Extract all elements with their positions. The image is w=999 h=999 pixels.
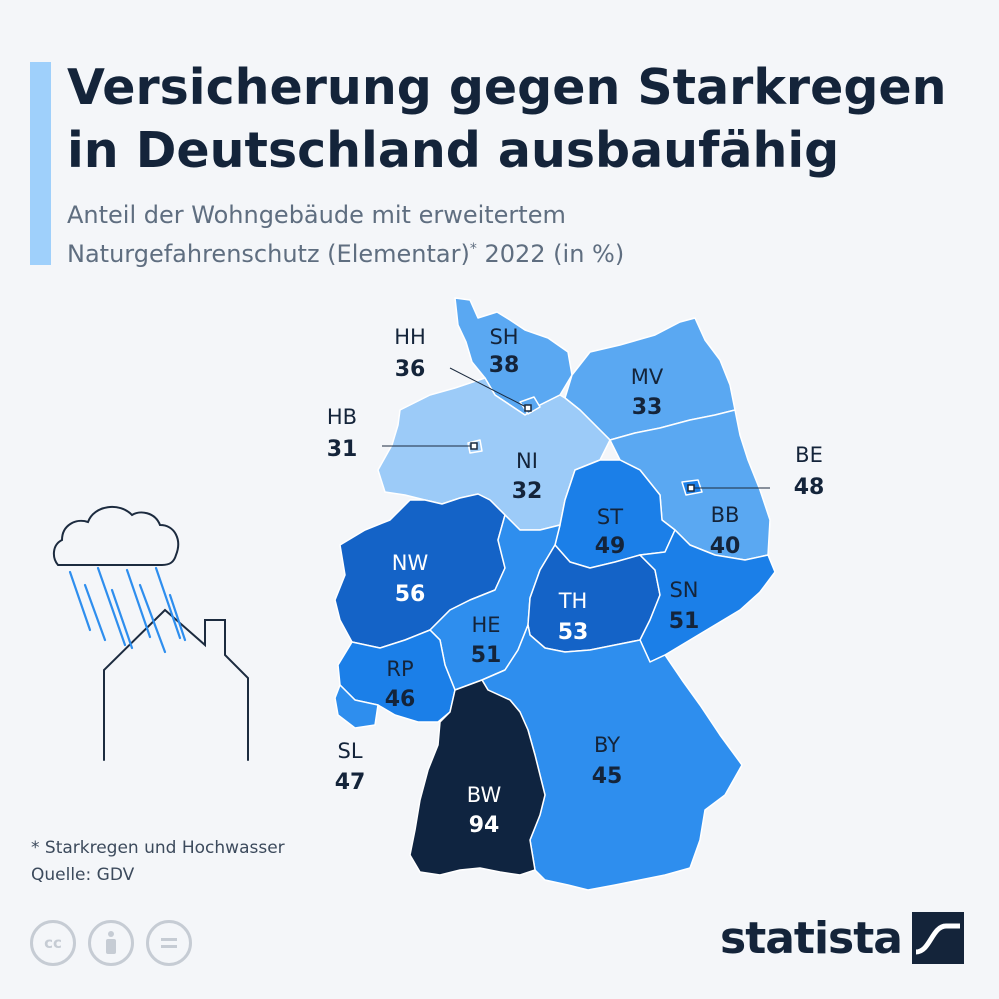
label-code-BY: BY [594,733,620,757]
label-value-BB: 40 [710,534,741,559]
label-code-BE: BE [795,443,823,467]
label-code-RP: RP [386,657,413,681]
label-value-BW: 94 [469,813,500,838]
label-code-NI: NI [516,449,538,473]
title-line-2: in Deutschland ausbaufähig [67,122,840,179]
footnote: * Starkregen und Hochwasser Quelle: GDV [31,835,285,889]
label-code-TH: TH [558,589,588,613]
label-value-SL: 47 [335,770,366,795]
cc-icon[interactable]: cc [30,920,76,966]
marker-hh [524,404,532,412]
statista-logo[interactable]: statista [720,912,964,964]
label-value-HB: 31 [327,437,358,462]
label-value-HE: 51 [471,643,502,668]
region-SL [334,684,379,729]
label-code-SN: SN [669,578,698,602]
label-value-NI: 32 [512,479,543,504]
label-value-RP: 46 [385,687,416,712]
brand-name: statista [720,912,903,964]
label-code-HB: HB [327,405,357,429]
rain-house-icon [52,506,249,761]
cloud-icon [52,506,180,566]
label-code-BW: BW [467,783,502,807]
subtitle-line-1: Anteil der Wohngebäude mit erweitertem [67,201,566,229]
label-value-HH: 36 [395,357,426,382]
label-code-SL: SL [337,739,362,763]
label-value-MV: 33 [632,395,663,420]
equals-icon[interactable] [146,920,192,966]
title-line-1: Versicherung gegen Starkregen [67,59,947,116]
cc-label: cc [44,934,62,952]
label-code-BB: BB [711,503,740,527]
label-code-HE: HE [471,613,500,637]
marker-be [687,484,695,492]
label-value-ST: 49 [595,534,626,559]
subtitle-line-2-end: 2022 (in %) [476,240,625,268]
subtitle: Anteil der Wohngebäude mit erweitertem N… [67,198,967,271]
rain-icon [68,566,187,654]
label-value-TH: 53 [558,620,589,645]
label-value-BE: 48 [794,475,825,500]
label-code-HH: HH [394,325,426,349]
region-SN [639,529,776,663]
statista-logo-icon [911,912,964,964]
label-code-ST: ST [597,505,623,529]
marker-hb [470,442,478,450]
equals-glyph [161,938,177,948]
label-code-MV: MV [631,365,664,389]
subtitle-footnote-mark: * [469,241,477,257]
label-value-SN: 51 [669,609,700,634]
leader-line-hh [449,367,529,409]
person-icon[interactable] [88,920,134,966]
label-value-SH: 38 [489,353,520,378]
label-code-NW: NW [392,551,429,575]
accent-bar [30,62,51,265]
person-glyph [106,931,116,954]
page-title: Versicherung gegen Starkregen in Deutsch… [67,56,987,182]
source: Quelle: GDV [31,865,135,885]
house-icon [103,608,249,761]
label-value-NW: 56 [395,582,426,607]
license-icons: cc [30,920,192,966]
footnote-note: * Starkregen und Hochwasser [31,838,285,858]
label-code-SH: SH [489,325,518,349]
label-value-BY: 45 [592,764,623,789]
region-BW [409,679,546,876]
subtitle-line-2: Naturgefahrenschutz (Elementar) [67,240,470,268]
